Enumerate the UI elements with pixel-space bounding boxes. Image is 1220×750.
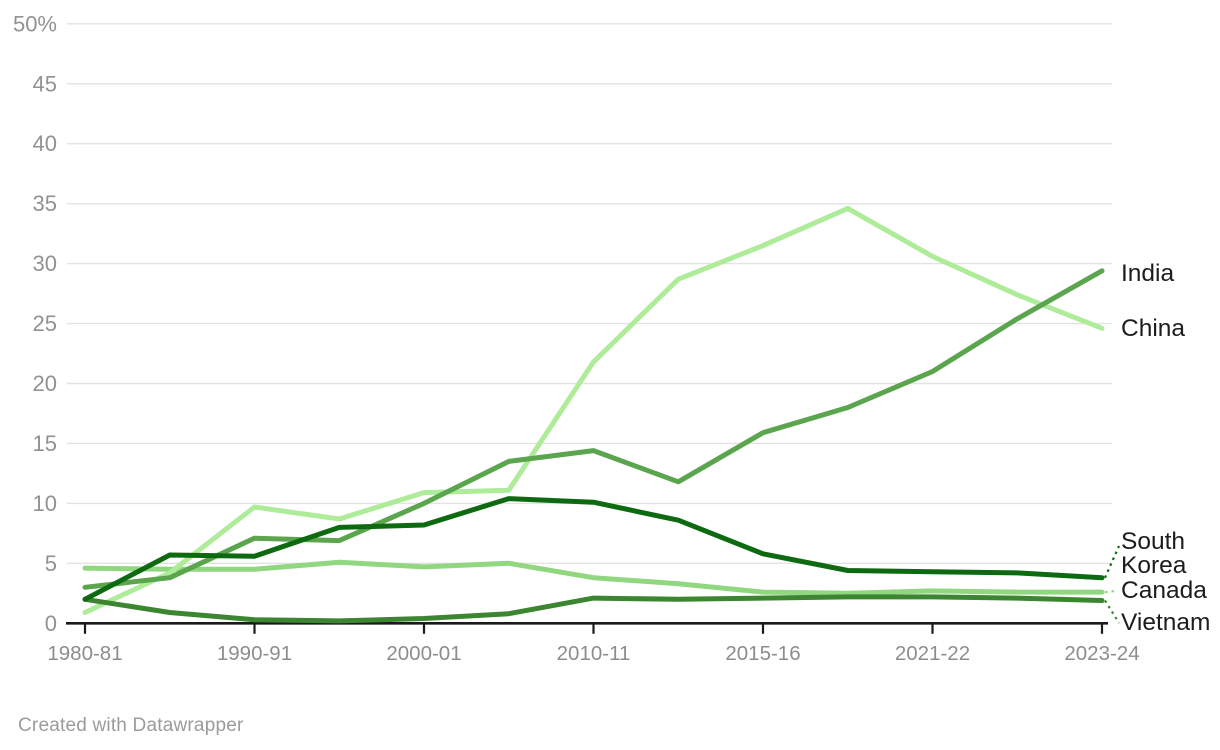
- series-label-leaders: [1103, 545, 1121, 624]
- label-leader-south-korea: [1103, 545, 1121, 579]
- series-label-canada: Canada: [1121, 577, 1207, 604]
- series-label-vietnam: Vietnam: [1121, 609, 1210, 636]
- x-axis-label: 2010-11: [557, 642, 631, 665]
- label-leader-vietnam: [1104, 599, 1120, 624]
- series-line-south-korea[interactable]: [82, 496, 1105, 602]
- x-axis: [66, 621, 1108, 634]
- y-axis-label: 25: [33, 311, 57, 336]
- series-label-india: India: [1121, 260, 1175, 287]
- y-axis-label: 15: [33, 431, 57, 456]
- y-axis-label: 35: [33, 191, 57, 216]
- y-axis-label: 50%: [13, 11, 57, 36]
- series-label-south-korea: South: [1121, 528, 1185, 555]
- x-axis-labels: 1980-81 1990-91 2000-01 2010-11 2015-16 2021-…: [47, 642, 1139, 665]
- x-axis-label: 2000-01: [386, 642, 461, 665]
- series-line-vietnam[interactable]: [82, 594, 1105, 624]
- gridlines: [67, 23, 1112, 565]
- y-axis-label: 5: [45, 551, 57, 576]
- x-axis-label: 2021-22: [895, 642, 970, 665]
- series-line-canada[interactable]: [82, 559, 1105, 596]
- y-axis-label: 45: [33, 71, 57, 96]
- series-label-south-korea: Korea: [1121, 552, 1187, 579]
- x-axis-label: 1980-81: [47, 642, 122, 665]
- series-label-china: China: [1121, 315, 1185, 342]
- series-lines: [82, 205, 1105, 624]
- y-axis-labels: 0 5 10 15 20 25 30 35 40 45 50%: [13, 11, 57, 636]
- datawrapper-credit: Created with Datawrapper: [18, 715, 244, 736]
- series-line-china[interactable]: [82, 205, 1105, 615]
- x-axis-label: 2023-24: [1064, 642, 1139, 665]
- y-axis-label: 30: [33, 251, 57, 276]
- x-axis-label: 1990-91: [217, 642, 292, 665]
- y-axis-label: 0: [45, 611, 57, 636]
- x-axis-label: 2015-16: [725, 642, 800, 665]
- y-axis-label: 10: [33, 491, 57, 516]
- label-leader-canada: [1104, 589, 1116, 594]
- y-axis-label: 20: [33, 371, 57, 396]
- series-line-india[interactable]: [82, 268, 1105, 590]
- y-axis-label: 40: [33, 131, 57, 156]
